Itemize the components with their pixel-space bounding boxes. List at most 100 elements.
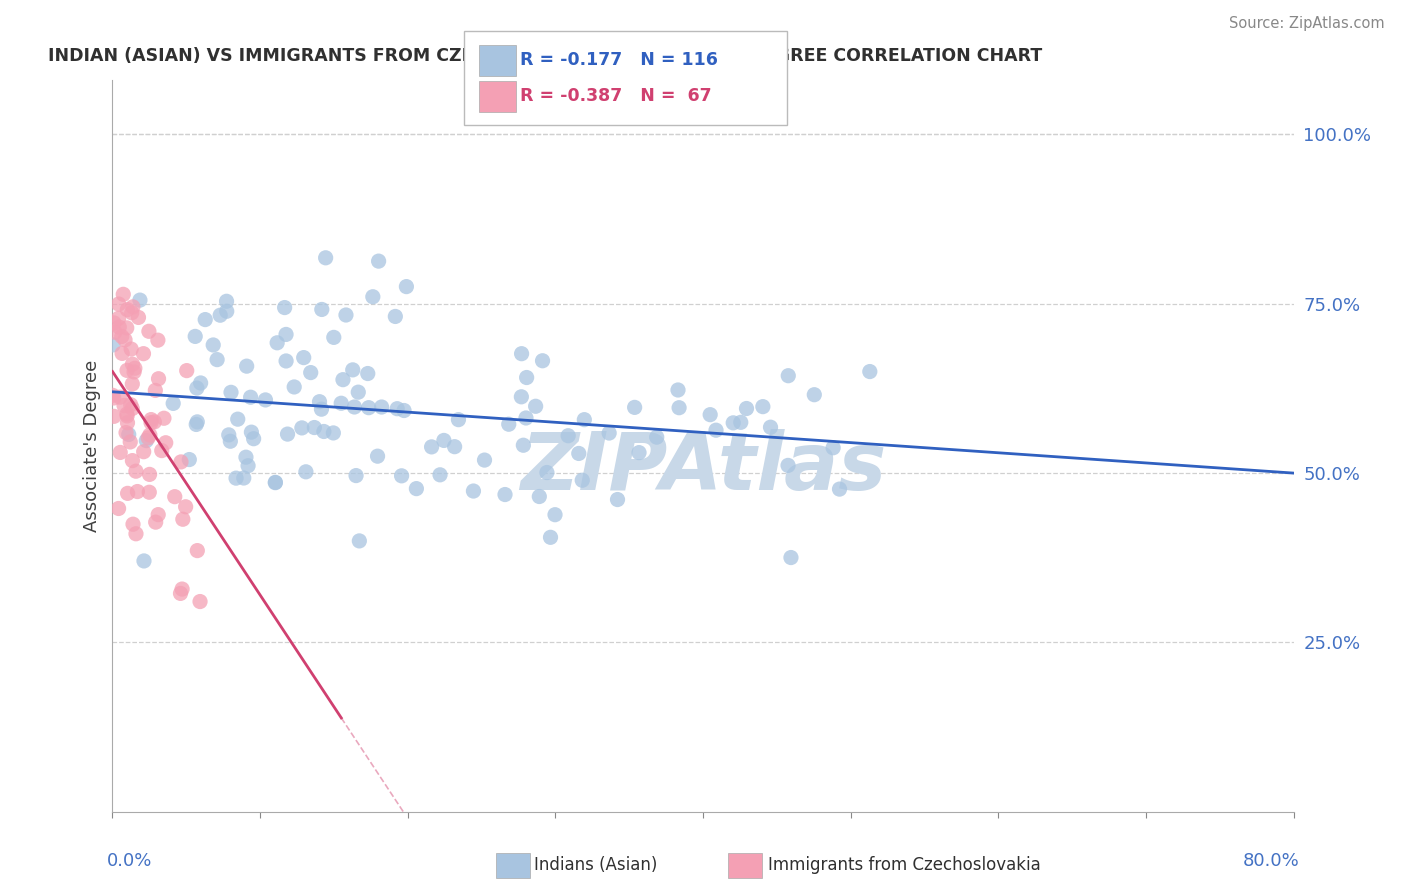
Point [395, 279, 418, 293]
Point [194, 312, 217, 326]
Point [125, 526, 148, 541]
Text: INDIAN (ASIAN) VS IMMIGRANTS FROM CZECHOSLOVAKIA ASSOCIATE'S DEGREE CORRELATION : INDIAN (ASIAN) VS IMMIGRANTS FROM CZECHO… [48, 47, 1042, 65]
Point [108, 390, 131, 404]
Point [498, 417, 520, 432]
Point [120, 434, 142, 449]
Point [391, 468, 413, 483]
Point [120, 398, 142, 412]
Point [179, 452, 201, 467]
Point [347, 385, 370, 400]
Point [188, 594, 211, 608]
Point [107, 311, 129, 326]
Point [115, 321, 138, 335]
Point [510, 390, 533, 404]
Point [516, 370, 538, 384]
Point [138, 467, 160, 482]
Point [172, 582, 194, 596]
Point [162, 396, 184, 410]
Y-axis label: Associate's Degree: Associate's Degree [83, 359, 101, 533]
Point [153, 411, 176, 425]
Point [143, 384, 166, 398]
Point [598, 425, 620, 440]
Point [150, 443, 173, 458]
Point [120, 342, 142, 356]
Point [349, 533, 371, 548]
Point [447, 412, 470, 426]
Point [186, 417, 208, 432]
Point [110, 445, 132, 459]
Point [299, 366, 322, 380]
Point [370, 400, 392, 414]
Point [322, 425, 344, 440]
Point [322, 330, 344, 344]
Point [859, 365, 882, 379]
Point [311, 402, 333, 417]
Point [186, 381, 208, 395]
Point [780, 550, 803, 565]
Point [239, 390, 262, 404]
Point [776, 458, 799, 473]
Point [111, 329, 134, 343]
Point [215, 304, 238, 318]
Point [330, 396, 353, 410]
Point [704, 423, 727, 437]
Point [721, 416, 744, 430]
Point [202, 338, 225, 352]
Point [264, 475, 287, 490]
Point [536, 466, 558, 480]
Point [219, 385, 242, 400]
Point [122, 517, 145, 532]
Point [335, 308, 357, 322]
Point [170, 455, 193, 469]
Point [232, 471, 254, 485]
Point [645, 430, 668, 444]
Point [101, 338, 124, 352]
Point [115, 425, 138, 440]
Point [529, 490, 551, 504]
Point [209, 308, 232, 322]
Point [125, 464, 148, 478]
Point [367, 254, 389, 268]
Point [148, 372, 170, 386]
Point [108, 320, 131, 334]
Point [132, 444, 155, 458]
Point [531, 353, 554, 368]
Point [117, 302, 139, 317]
Point [146, 333, 169, 347]
Point [235, 450, 257, 465]
Point [218, 428, 240, 442]
Point [121, 401, 143, 416]
Point [115, 407, 138, 421]
Point [308, 394, 330, 409]
Point [132, 554, 155, 568]
Point [176, 363, 198, 377]
Point [111, 346, 134, 360]
Point [115, 409, 138, 423]
Point [174, 500, 197, 514]
Point [295, 465, 318, 479]
Text: Indians (Asian): Indians (Asian) [534, 856, 658, 874]
Point [136, 431, 159, 445]
Point [122, 300, 145, 314]
Point [121, 453, 143, 467]
Point [155, 435, 177, 450]
Text: Source: ZipAtlas.com: Source: ZipAtlas.com [1229, 16, 1385, 31]
Point [730, 415, 752, 429]
Point [357, 401, 380, 415]
Point [524, 399, 547, 413]
Point [127, 310, 149, 325]
Point [138, 485, 160, 500]
Text: 0.0%: 0.0% [107, 852, 152, 870]
Point [145, 515, 167, 529]
Point [121, 306, 143, 320]
Point [163, 490, 186, 504]
Point [544, 508, 567, 522]
Point [778, 368, 800, 383]
Point [274, 327, 297, 342]
Point [186, 543, 208, 558]
Point [292, 351, 315, 365]
Point [274, 354, 297, 368]
Point [463, 483, 485, 498]
Point [311, 302, 333, 317]
Point [512, 438, 534, 452]
